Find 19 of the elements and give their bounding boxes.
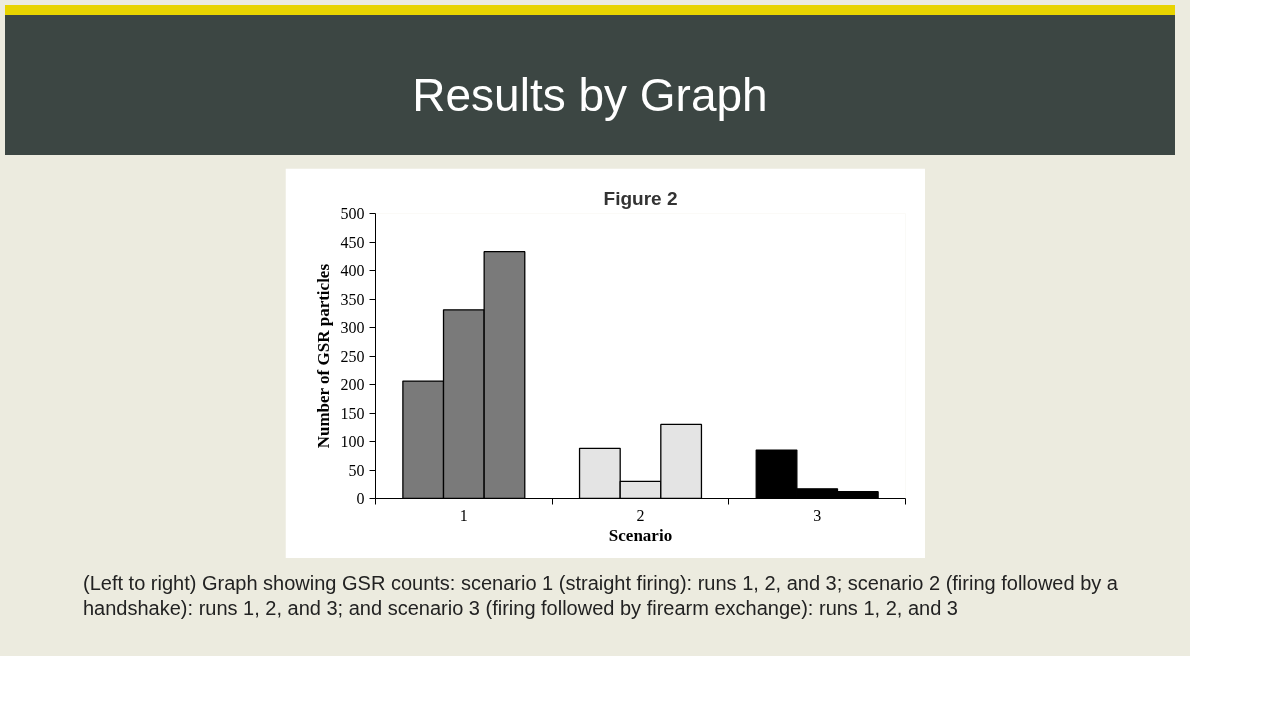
y-axis-title: Number of GSR particles	[313, 263, 333, 449]
x-tick-label: 3	[813, 506, 822, 524]
y-tick-label: 50	[348, 461, 365, 479]
y-tick-label: 300	[340, 319, 365, 336]
y-tick-label: 450	[340, 233, 365, 251]
chart-subtitle: Figure 2	[603, 187, 678, 209]
y-tick-label: 350	[340, 290, 365, 308]
y-tick-label: 250	[340, 347, 365, 365]
y-tick-label: 150	[340, 404, 365, 422]
y-tick-label: 500	[340, 205, 365, 222]
x-axis-title: Scenario	[608, 525, 673, 545]
x-tick-label: 2	[636, 506, 645, 524]
y-tick-label: 0	[356, 490, 365, 507]
y-tick-label: 100	[340, 433, 365, 450]
text: (Left to right) Graph showing GSR counts: scenario 1 (straight firing): runs 1, 2, and 3; scenario 2 (firing followed by a handshake): runs 1, 2, and 3; and scenario 3 (firing followed by firearm exchange): runs 1, 2, and 3	[83, 571, 1119, 621]
y-tick-label: 400	[340, 262, 365, 279]
y-tick-label: 200	[340, 376, 365, 393]
chart-title: Results by Graph	[411, 68, 769, 123]
x-tick-label: 1	[459, 506, 468, 524]
